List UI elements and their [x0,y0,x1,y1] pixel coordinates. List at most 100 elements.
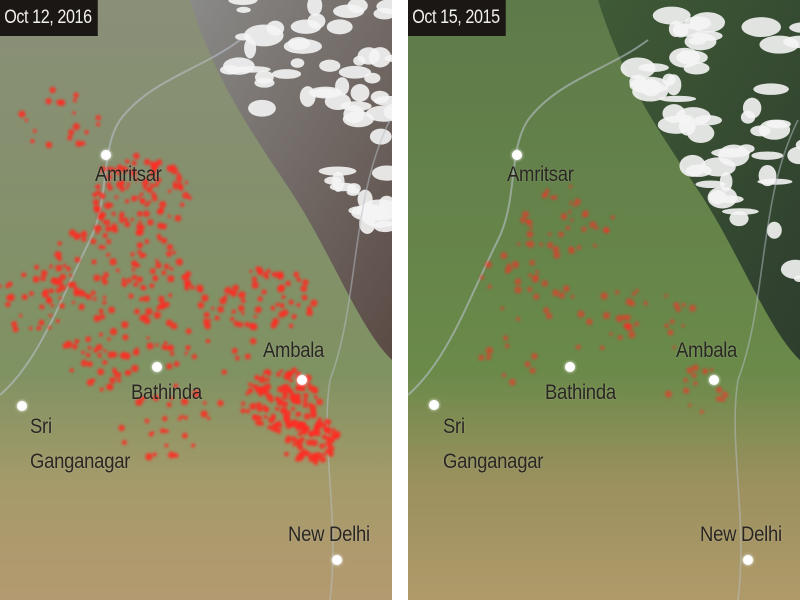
fire-point [78,304,85,311]
fire-point [173,452,179,458]
fire-point [95,343,103,351]
city-marker-bathinda [565,362,575,372]
fire-point [106,239,112,245]
fire-point [49,86,56,94]
fire-point [103,349,107,353]
fire-point [177,417,182,421]
fire-point [173,361,180,367]
fire-point [34,264,40,270]
fire-point [36,325,42,331]
snow-patch [340,101,372,112]
fire-point [325,448,331,455]
fire-point [664,323,669,328]
fire-point [155,258,159,263]
city-marker-new-delhi [332,555,342,565]
fire-point [558,292,565,299]
fire-point [107,337,111,341]
fire-point [158,305,163,309]
fire-point [97,213,105,221]
city-marker-amritsar [512,150,522,160]
snow-patch [719,172,733,192]
fire-point [98,245,103,250]
fire-point [57,241,62,246]
fire-point [183,279,192,288]
fire-point [527,286,533,292]
fire-point [121,321,129,329]
fire-point [136,242,143,249]
fire-point [529,259,535,266]
snow-patch [371,165,392,181]
fire-point [68,229,77,237]
fire-point [92,192,98,198]
city-label-bathinda: Bathinda [131,381,202,404]
satellite-image-2015 [408,0,800,600]
fire-point [75,140,83,148]
fire-point [96,122,101,127]
fire-point [161,270,167,276]
fire-point [24,118,28,122]
fire-point [290,395,297,402]
fire-point [106,174,113,181]
fire-point [297,431,302,437]
fire-point [325,435,331,441]
fire-point [93,205,100,211]
fire-point [279,369,284,373]
city-label-new-delhi: New Delhi [288,523,370,546]
fire-point [290,391,295,397]
fire-point [256,405,264,412]
fire-point [545,312,553,320]
fire-point [171,164,176,169]
snow-patch [359,213,376,234]
fire-point [257,296,263,302]
fire-point [124,199,130,204]
fire-point [160,237,168,244]
fire-point [80,359,88,367]
snow-patch [741,17,782,37]
snow-patch [319,59,341,72]
fire-point [279,402,283,406]
fire-point [615,314,624,323]
fire-point [109,203,114,208]
fire-point [167,214,172,218]
fire-point [511,260,520,269]
fire-point [109,327,118,336]
fire-point [575,344,581,350]
fire-point [74,235,79,240]
fire-point [185,270,192,277]
fire-point [281,294,286,300]
fire-point [529,225,533,230]
fire-point [688,403,692,408]
date-label: Oct 12, 2016 [0,0,98,36]
fire-point [68,273,73,278]
fire-point [155,177,162,184]
snow-patch [751,151,784,160]
city-marker-ambala [709,375,719,385]
fire-point [287,410,292,415]
fire-point [552,245,560,253]
fire-point [144,239,150,244]
fire-point [158,207,165,214]
snow-patch [692,30,723,41]
fire-point [126,278,132,284]
fire-point [277,285,285,293]
fire-point [84,130,89,135]
fire-point [667,329,674,336]
fire-point [664,390,673,398]
fire-point [331,427,336,432]
fire-point [715,395,722,402]
fire-point [574,198,581,206]
fire-point [630,301,636,307]
fire-point [240,408,246,414]
fire-point [292,418,298,424]
fire-point [279,424,283,428]
fire-point [148,432,154,437]
fire-point [170,322,178,330]
fire-point [500,252,508,259]
fire-point [163,263,170,270]
fire-point [98,332,104,337]
fire-point [683,387,690,394]
fire-point [139,296,144,302]
city-label-amritsar: Amritsar [95,163,162,186]
fire-point [62,342,69,349]
fire-point [147,200,152,204]
